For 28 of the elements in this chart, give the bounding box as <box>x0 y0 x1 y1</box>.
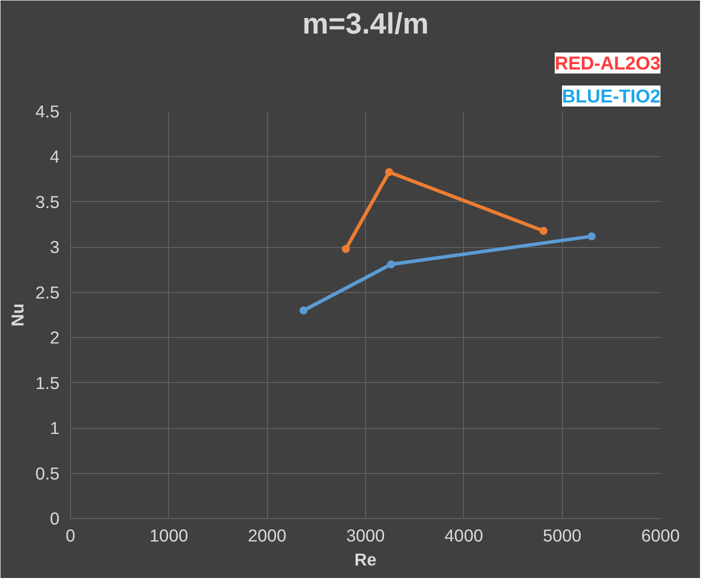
point <box>300 306 308 314</box>
y-tick-label: 4 <box>50 146 60 167</box>
x-tick-label: 6000 <box>641 526 680 546</box>
x-tick-label: 4000 <box>444 526 484 546</box>
y-tick-label: 1.5 <box>35 372 60 393</box>
y-tick-label: 4.5 <box>35 102 60 122</box>
y-tick-label: 1 <box>50 418 60 438</box>
y-axis-title: Nu <box>7 303 28 327</box>
point <box>539 226 548 235</box>
x-tick-label: 0 <box>66 526 76 546</box>
point <box>588 232 596 240</box>
y-tick-label: 2.5 <box>35 282 60 302</box>
text: BLUE-TIO2 <box>562 86 661 106</box>
y-tick-label: 3 <box>50 237 60 258</box>
y-tick-label: 0 <box>50 508 60 528</box>
y-tick-label: 0.5 <box>35 463 60 484</box>
x-axis-title: Re <box>354 550 377 570</box>
x-tick-label: 3000 <box>346 526 385 546</box>
x-tick-label: 2000 <box>248 526 286 546</box>
text: RED-AL2O3 <box>554 52 660 74</box>
point <box>342 244 350 253</box>
point <box>385 168 394 176</box>
y-tick-label: 2 <box>50 328 60 348</box>
y-tick-label: 3.5 <box>35 192 60 212</box>
x-tick-label: 5000 <box>542 526 582 546</box>
chart-title: m=3.4l/m <box>302 8 429 40</box>
point <box>387 260 396 268</box>
x-tick-label: 1000 <box>150 526 188 546</box>
